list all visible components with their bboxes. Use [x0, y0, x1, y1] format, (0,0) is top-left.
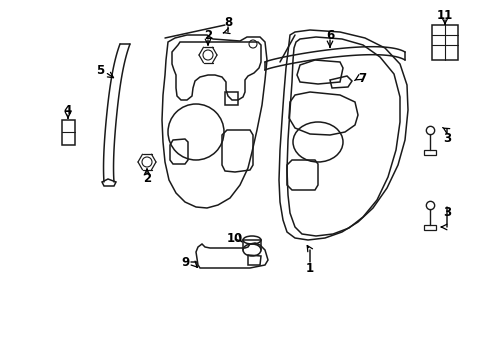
Text: 9: 9: [181, 256, 189, 269]
Text: 1: 1: [305, 261, 313, 275]
Text: 3: 3: [442, 131, 450, 144]
Text: 7: 7: [357, 72, 366, 85]
Text: 5: 5: [96, 63, 104, 77]
Text: 2: 2: [142, 171, 151, 185]
Text: 11: 11: [436, 9, 452, 22]
Text: 6: 6: [325, 28, 333, 41]
Text: 8: 8: [224, 15, 232, 28]
Text: 3: 3: [442, 206, 450, 219]
Text: 2: 2: [203, 28, 212, 41]
Text: 4: 4: [64, 104, 72, 117]
Text: 10: 10: [226, 231, 243, 244]
